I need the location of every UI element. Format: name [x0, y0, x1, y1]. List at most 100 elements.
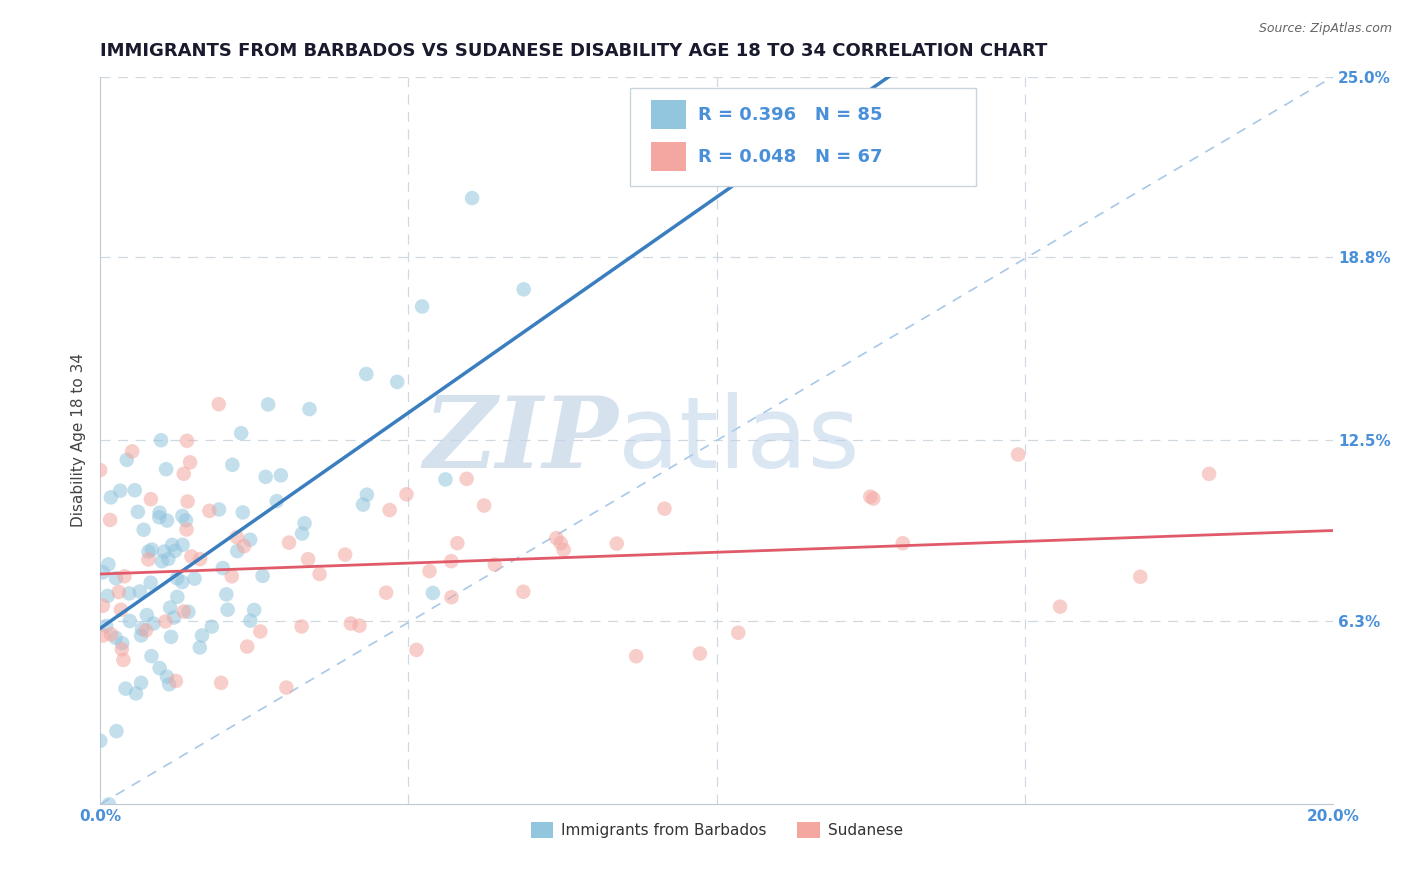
Point — [231, 426, 253, 441]
Point — [208, 397, 231, 411]
Point — [188, 552, 211, 566]
Point — [297, 552, 319, 566]
Point — [254, 470, 277, 484]
Text: IMMIGRANTS FROM BARBADOS VS SUDANESE DISABILITY AGE 18 TO 34 CORRELATION CHART: IMMIGRANTS FROM BARBADOS VS SUDANESE DIS… — [100, 42, 1047, 60]
Point — [405, 643, 427, 657]
Point — [156, 514, 179, 528]
Point — [378, 503, 401, 517]
Point — [294, 516, 316, 531]
Point — [446, 536, 468, 550]
Point — [266, 494, 288, 508]
Point — [291, 526, 314, 541]
Text: R = 0.396   N = 85: R = 0.396 N = 85 — [699, 106, 883, 124]
Point — [226, 544, 249, 558]
Point — [1007, 447, 1029, 461]
Point — [456, 472, 478, 486]
Point — [141, 649, 163, 664]
Point — [127, 505, 149, 519]
Point — [276, 681, 298, 695]
Point — [139, 575, 162, 590]
Point — [153, 544, 176, 558]
Point — [156, 670, 179, 684]
Point — [138, 552, 160, 566]
Point — [132, 523, 155, 537]
FancyBboxPatch shape — [630, 87, 976, 186]
Point — [173, 604, 195, 618]
Point — [128, 584, 150, 599]
Point — [484, 558, 506, 572]
Bar — [651, 100, 686, 129]
Point — [165, 673, 187, 688]
Point — [179, 455, 201, 469]
Point — [160, 630, 183, 644]
Point — [221, 458, 243, 472]
Bar — [651, 142, 686, 171]
Point — [129, 628, 152, 642]
Point — [177, 605, 200, 619]
Point — [111, 642, 134, 657]
Point — [166, 590, 188, 604]
Point — [157, 552, 180, 566]
Point — [111, 636, 134, 650]
Point — [208, 502, 231, 516]
Point — [198, 504, 221, 518]
Point — [308, 567, 330, 582]
Point — [239, 533, 262, 547]
Point — [461, 191, 484, 205]
Point — [440, 591, 463, 605]
Text: R = 0.048   N = 67: R = 0.048 N = 67 — [699, 148, 883, 166]
Point — [176, 523, 198, 537]
Point — [217, 603, 239, 617]
Point — [104, 571, 127, 585]
Point — [221, 569, 243, 583]
Point — [138, 544, 160, 558]
Point — [91, 628, 114, 642]
Point — [172, 538, 194, 552]
Point — [606, 536, 628, 550]
Point — [89, 733, 111, 747]
Point — [232, 505, 254, 519]
Point — [155, 615, 177, 629]
Point — [236, 640, 259, 654]
Point — [172, 508, 194, 523]
Point — [201, 619, 224, 633]
Point — [129, 676, 152, 690]
Point — [257, 397, 280, 411]
Point — [375, 585, 398, 599]
Point — [110, 603, 132, 617]
Point — [340, 616, 363, 631]
Point — [215, 587, 238, 601]
Point — [356, 367, 378, 381]
Point — [553, 542, 575, 557]
Point — [124, 483, 146, 498]
Point — [97, 558, 120, 572]
Y-axis label: Disability Age 18 to 34: Disability Age 18 to 34 — [72, 353, 86, 527]
Point — [727, 625, 749, 640]
Point — [98, 513, 121, 527]
Point — [291, 619, 314, 633]
Point — [1129, 570, 1152, 584]
Point — [333, 548, 356, 562]
Point — [180, 549, 202, 564]
Point — [125, 686, 148, 700]
Point — [183, 572, 205, 586]
Point — [155, 462, 177, 476]
Point — [100, 491, 122, 505]
Point — [166, 571, 188, 585]
Point — [91, 599, 114, 613]
Point — [356, 488, 378, 502]
Point — [118, 586, 141, 600]
Point — [298, 402, 321, 417]
Point — [91, 566, 114, 580]
Point — [252, 569, 274, 583]
Text: ZIP: ZIP — [423, 392, 619, 489]
Point — [385, 375, 408, 389]
Point — [174, 513, 197, 527]
Point — [689, 647, 711, 661]
Point — [121, 444, 143, 458]
Point — [135, 624, 157, 638]
Point — [141, 542, 163, 557]
Point — [105, 724, 128, 739]
Point — [176, 434, 198, 448]
Point — [163, 610, 186, 624]
